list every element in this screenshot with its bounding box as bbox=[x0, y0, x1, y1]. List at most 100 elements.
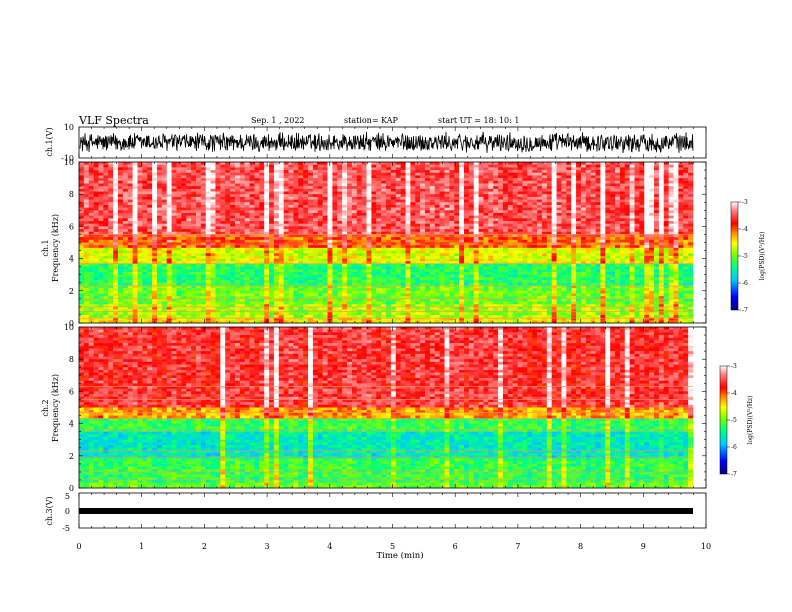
spectrogram-cell bbox=[561, 250, 567, 254]
spectrogram-cell bbox=[122, 164, 129, 168]
spectrogram-cell bbox=[463, 162, 470, 165]
spectrogram-cell bbox=[600, 194, 606, 198]
spectrogram-cell bbox=[376, 194, 382, 198]
spectrogram-cell bbox=[463, 250, 470, 254]
spectrogram-cell bbox=[649, 178, 655, 182]
spectrogram-cell bbox=[210, 229, 216, 233]
spectrogram-cell bbox=[176, 255, 182, 259]
spectrogram-cell bbox=[195, 215, 202, 219]
spectrogram-cell bbox=[688, 175, 694, 179]
spectrogram-cell bbox=[191, 178, 197, 182]
spectrogram-cell bbox=[88, 199, 94, 203]
spectrogram-cell bbox=[439, 229, 445, 233]
spectrogram-cell bbox=[566, 255, 572, 259]
spectrogram-cell bbox=[327, 170, 333, 174]
spectrogram-cell bbox=[142, 223, 148, 227]
spectrogram-cell bbox=[629, 237, 635, 241]
spectrogram-cell bbox=[386, 178, 392, 182]
spectrogram-cell bbox=[293, 218, 299, 222]
spectrogram-cell bbox=[93, 261, 99, 265]
spectrogram-cell bbox=[327, 204, 333, 208]
spectrogram-cell bbox=[678, 204, 684, 208]
spectrogram-cell bbox=[473, 239, 479, 243]
spectrogram-cell bbox=[127, 218, 133, 222]
spectrogram-cell bbox=[517, 226, 523, 230]
spectrogram-cell bbox=[541, 229, 548, 233]
spectrogram-cell bbox=[337, 253, 343, 257]
spectrogram-cell bbox=[415, 218, 421, 222]
spectrogram-cell bbox=[166, 261, 172, 265]
spectrogram-cell bbox=[527, 263, 533, 267]
spectrogram-cell bbox=[269, 250, 275, 254]
spectrogram-cell bbox=[98, 186, 104, 190]
spectrogram-cell bbox=[98, 196, 104, 200]
spectrogram-cell bbox=[327, 229, 333, 233]
spectrogram-cell bbox=[254, 196, 260, 200]
spectrogram-cell bbox=[434, 226, 440, 230]
spectrogram-cell bbox=[498, 183, 504, 187]
spectrogram-cell bbox=[541, 162, 548, 165]
spectrogram-cell bbox=[147, 207, 153, 211]
spectrogram-cell bbox=[122, 183, 129, 187]
spectrogram-cell bbox=[502, 178, 509, 182]
spectrogram-cell bbox=[161, 183, 168, 187]
spectrogram-cell bbox=[517, 172, 523, 176]
spectrogram-cell bbox=[517, 196, 523, 200]
spectrogram-cell bbox=[678, 221, 684, 225]
spectrogram-cell bbox=[415, 261, 421, 265]
spectrogram-cell bbox=[420, 164, 426, 168]
spectrogram-cell bbox=[103, 207, 109, 211]
spectrogram-cell bbox=[205, 255, 211, 259]
spectrogram-cell bbox=[181, 207, 187, 211]
spectrogram-cell bbox=[312, 226, 319, 230]
spectrogram-cell bbox=[132, 199, 138, 203]
spectrogram-cell bbox=[649, 175, 655, 179]
spectrogram-cell bbox=[191, 202, 197, 206]
spectrogram-cell bbox=[663, 221, 669, 225]
spectrogram-cell bbox=[264, 175, 270, 179]
spectrogram-cell bbox=[278, 245, 284, 249]
spectrogram-cell bbox=[225, 196, 231, 200]
spectrogram-cell bbox=[488, 239, 494, 243]
spectrogram-cell bbox=[347, 164, 353, 168]
spectrogram-cell bbox=[624, 239, 630, 243]
spectrogram-cell bbox=[478, 215, 484, 219]
spectrogram-cell bbox=[371, 188, 377, 192]
spectrogram-cell bbox=[317, 239, 323, 243]
spectrogram-cell bbox=[488, 162, 494, 165]
spectrogram-cell bbox=[215, 175, 221, 179]
spectrogram-cell bbox=[298, 204, 304, 208]
spectrogram-cell bbox=[420, 170, 426, 174]
spectrogram-cell bbox=[132, 164, 138, 168]
spectrogram-cell bbox=[88, 172, 94, 176]
spectrogram-cell bbox=[390, 167, 397, 171]
spectrogram-cell bbox=[429, 162, 436, 165]
spectrogram-cell bbox=[332, 204, 338, 208]
spectrogram-cell bbox=[220, 210, 226, 214]
spectrogram-cell bbox=[634, 215, 640, 219]
spectrogram-cell bbox=[186, 162, 192, 165]
spectrogram-cell bbox=[459, 231, 465, 235]
spectrogram-cell bbox=[429, 261, 436, 265]
spectrogram-cell bbox=[103, 204, 109, 208]
spectrogram-cell bbox=[332, 250, 338, 254]
spectrogram-cell bbox=[478, 231, 484, 235]
spectrogram-cell bbox=[298, 215, 304, 219]
spectrogram-cell bbox=[210, 167, 216, 171]
spectrogram-cell bbox=[337, 194, 343, 198]
spectrogram-cell bbox=[215, 226, 221, 230]
spectrogram-cell bbox=[541, 172, 548, 176]
spectrogram-cell bbox=[225, 212, 231, 216]
spectrogram-cell bbox=[200, 194, 206, 198]
spectrogram-cell bbox=[244, 188, 250, 192]
spectrogram-cell bbox=[454, 263, 460, 267]
spectrogram-cell bbox=[541, 170, 548, 174]
spectrogram-cell bbox=[113, 202, 119, 206]
spectrogram-cell bbox=[147, 215, 153, 219]
spectrogram-cell bbox=[561, 215, 567, 219]
spectrogram-cell bbox=[205, 237, 211, 241]
spectrogram-cell bbox=[166, 215, 172, 219]
spectrogram-cell bbox=[649, 226, 655, 230]
spectrogram-cell bbox=[356, 199, 362, 203]
spectrogram-cell bbox=[234, 263, 241, 267]
